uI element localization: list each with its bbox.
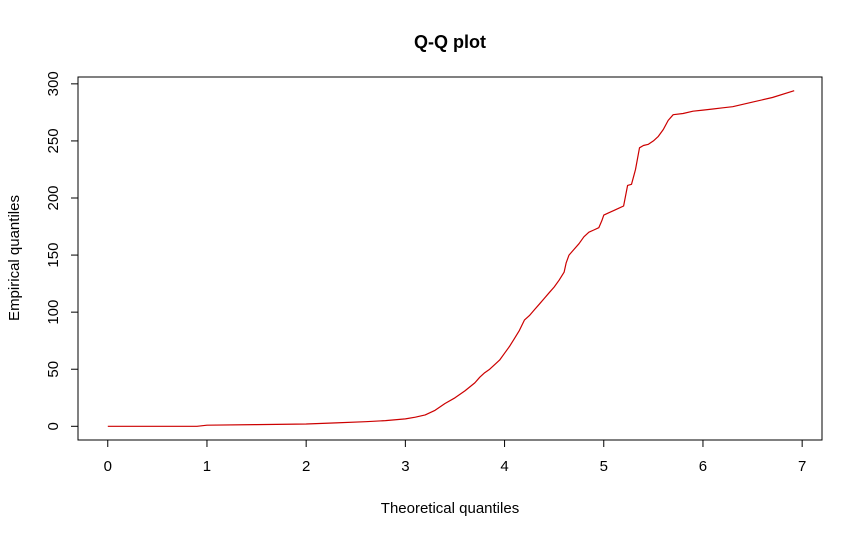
series-layer	[107, 90, 795, 427]
x-tick-label: 5	[600, 458, 608, 475]
x-tick-label: 2	[302, 458, 310, 475]
x-tick-label: 6	[699, 458, 707, 475]
y-axis: 0 50 100 150 200 250 300	[45, 71, 79, 430]
x-tick-label: 1	[203, 458, 211, 475]
x-tick-label: 7	[798, 458, 806, 475]
y-tick-label: 0	[45, 422, 62, 430]
y-tick-label: 200	[45, 185, 62, 210]
y-tick-label: 300	[45, 71, 62, 96]
qq-series-line-0	[107, 90, 795, 427]
plot-area-border	[77, 76, 823, 441]
x-tick-label: 0	[104, 458, 112, 475]
y-axis-label: Empirical quantiles	[6, 195, 23, 321]
y-tick-label: 100	[45, 300, 62, 325]
x-tick-label: 4	[500, 458, 508, 475]
chart-title: Q-Q plot	[414, 32, 486, 52]
x-axis-label: Theoretical quantiles	[381, 500, 519, 517]
x-axis: 0 1 2 3 4 5 6 7	[104, 439, 806, 475]
y-tick-label: 50	[45, 361, 62, 378]
y-tick-label: 150	[45, 243, 62, 268]
y-tick-label: 250	[45, 128, 62, 153]
x-tick-label: 3	[401, 458, 409, 475]
